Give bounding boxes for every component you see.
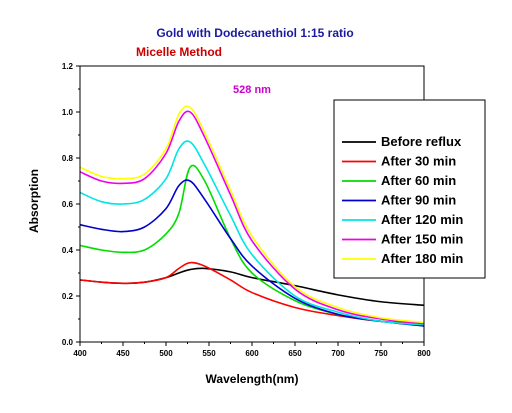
y-tick-label: 1.0 [62, 108, 74, 117]
y-tick-label: 0.2 [62, 292, 74, 301]
legend: Before reflux After 30 min After 60 min Aft… [333, 99, 486, 279]
legend-box [333, 99, 486, 279]
series-line-after-180-min [79, 105, 425, 324]
legend-items: Before reflux After 30 min After 60 min Aft… [342, 134, 463, 266]
legend-label: After 90 min [381, 193, 456, 208]
series-line-after-150-min [79, 110, 425, 325]
legend-label: After 150 min [381, 232, 463, 247]
x-tick-label: 700 [331, 349, 345, 358]
y-tick-label: 0.4 [62, 246, 74, 255]
legend-label: After 120 min [381, 212, 463, 227]
x-axis-label: Wavelength(nm) [206, 372, 299, 386]
x-tick-label: 400 [73, 349, 87, 358]
series-layer [79, 105, 425, 327]
y-tick-label: 1.2 [62, 62, 74, 71]
legend-label: Before reflux [381, 134, 462, 149]
legend-label: After 60 min [381, 173, 456, 188]
y-tick-label: 0.6 [62, 200, 74, 209]
x-tick-label: 450 [116, 349, 130, 358]
series-line-after-90-min [79, 179, 425, 327]
y-axis-label: Absorption [27, 169, 41, 233]
x-tick-label: 500 [159, 349, 173, 358]
y-tick-label: 0.0 [62, 338, 74, 347]
legend-label: After 180 min [381, 251, 463, 266]
series-line-after-30-min [79, 261, 425, 325]
peak-annotation: 528 nm [233, 84, 271, 96]
x-tick-label: 600 [245, 349, 259, 358]
legend-label: After 30 min [381, 154, 456, 169]
chart-subtitle: Micelle Method [136, 45, 222, 59]
x-tick-label: 800 [417, 349, 431, 358]
chart-title: Gold with Dodecanethiol 1:15 ratio [156, 26, 353, 40]
x-tick-label: 650 [288, 349, 302, 358]
x-tick-label: 750 [374, 349, 388, 358]
y-tick-label: 0.8 [62, 154, 74, 163]
ticks-layer: 400 450 500 550 600 650 700 750 800 0.0 0.2 0.4 0.6 0… [62, 62, 431, 358]
x-tick-label: 550 [202, 349, 216, 358]
series-line-after-120-min [79, 140, 425, 326]
